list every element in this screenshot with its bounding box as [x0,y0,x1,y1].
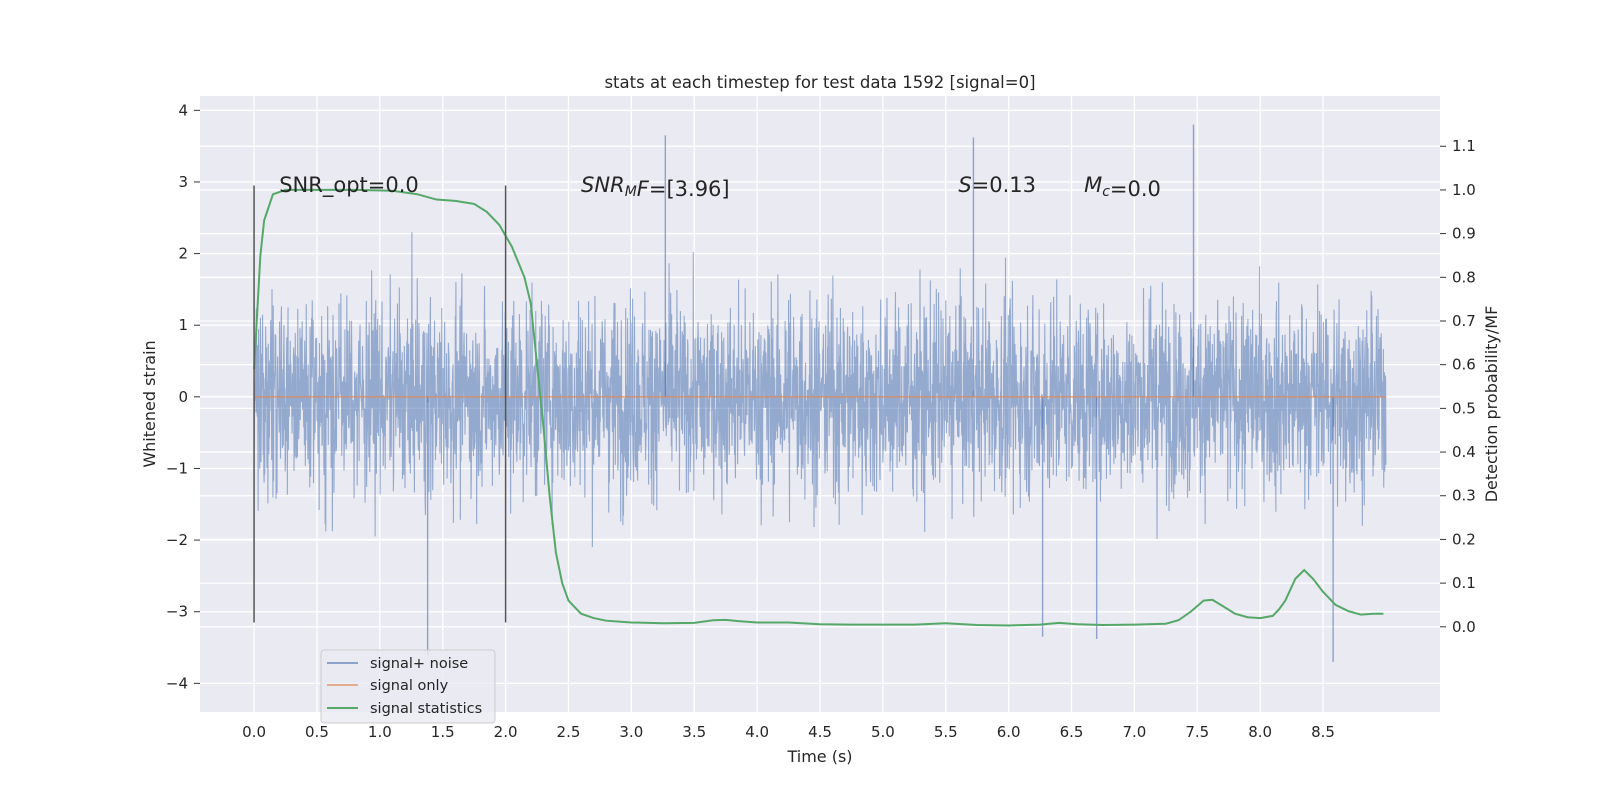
y2-tick-label: 0.5 [1452,399,1476,417]
x-tick-label: 8.5 [1311,723,1335,741]
window-markers [253,185,507,623]
y2-tick-label: 0.8 [1452,268,1476,286]
x-tick-label: 2.5 [557,723,581,741]
x-tick-label: 6.0 [997,723,1021,741]
noise-trace [253,124,1387,662]
y-tick-label: −1 [166,459,188,477]
annotation-2: S=0.13 [958,173,1036,197]
x-tick-label: 7.0 [1122,723,1146,741]
annotation-1: SNRMF=[3.96] [581,173,730,201]
y-tick-label: 0 [178,388,188,406]
y-tick-label: −4 [166,674,188,692]
series-signal-noise [253,232,1387,548]
series-signal-statistics [253,188,1384,627]
y-tick-label: −3 [166,603,188,621]
x-tick-label: 0.5 [305,723,329,741]
x-tick-label: 4.0 [745,723,769,741]
y-tick-label: 4 [178,101,188,119]
legend-entry-signal-only: signal only [370,678,449,694]
x-tick-label: 3.5 [682,723,706,741]
y2-tick-label: 0.7 [1452,312,1476,330]
annotations: SNR_opt=0.0 SNRMF=[3.96] S=0.13 Mc=0.0 [279,173,1161,201]
y-tick-label: 3 [178,173,188,191]
x-tick-label: 8.0 [1248,723,1272,741]
y2-tick-label: 1.1 [1452,137,1476,155]
x-tick-label: 1.5 [431,723,455,741]
x-tick-label: 7.5 [1185,723,1209,741]
legend-entry-signal-statistics: signal statistics [370,701,482,717]
x-tick-label: 2.0 [494,723,518,741]
x-tick-label: 4.5 [808,723,832,741]
y2-tick-label: 0.3 [1452,487,1476,505]
x-tick-label: 0.0 [242,723,266,741]
y2-tick-label: 0.6 [1452,356,1476,374]
y-tick-label: −2 [166,531,188,549]
y2-tick-label: 0.0 [1452,618,1476,636]
y-axis-label: Whitened strain [140,340,159,467]
legend-entry-signal-noise: signal+ noise [370,656,468,672]
y2-tick-label: 0.4 [1452,443,1476,461]
y2-tick-label: 0.1 [1452,574,1476,592]
legend: signal+ noise signal only signal statist… [320,649,496,724]
legend-box [320,649,496,724]
x-tick-label: 3.0 [619,723,643,741]
tick-labels: 0.0 0.5 1.0 1.5 2.0 2.5 3.0 3.5 4.0 4.5 5.0 5.5 6.0 6… [166,101,1476,741]
y-tick-label: 1 [178,316,188,334]
x-tick-label: 5.5 [934,723,958,741]
x-tick-label: 6.5 [1060,723,1084,741]
series-lines [253,188,1386,627]
y2-axis-label: Detection probability/MF [1482,306,1501,503]
x-axis-label: Time (s) [786,747,852,766]
x-tick-label: 5.0 [871,723,895,741]
annotation-3: Mc=0.0 [1084,173,1161,201]
annotation-0: SNR_opt=0.0 [279,173,419,198]
y2-tick-label: 0.9 [1452,225,1476,243]
chart-title: stats at each timestep for test data 159… [604,73,1035,92]
y2-tick-label: 0.2 [1452,530,1476,548]
y-tick-label: 2 [178,245,188,263]
x-tick-label: 1.0 [368,723,392,741]
y2-tick-label: 1.0 [1452,181,1476,199]
